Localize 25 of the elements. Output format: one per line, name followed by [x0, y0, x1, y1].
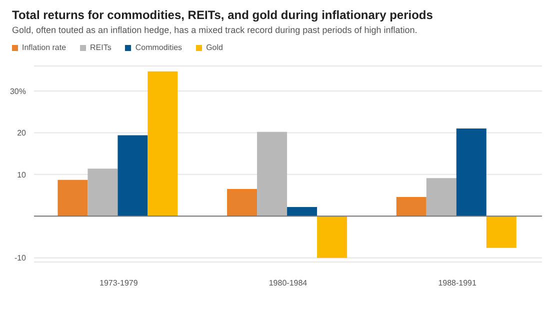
bar	[456, 128, 486, 216]
x-tick-label: 1973-1979	[100, 278, 138, 288]
y-tick-label: 10	[17, 170, 27, 180]
bar	[396, 196, 426, 216]
legend-label: Commodities	[135, 43, 182, 52]
chart-subtitle: Gold, often touted as an inflation hedge, has a mixed track record during past periods of high inflation.	[12, 25, 418, 35]
bar	[317, 216, 348, 258]
chart-title: Total returns for commodities, REITs, and gold during inflationary periods	[12, 8, 434, 22]
bar	[486, 216, 516, 248]
bar	[58, 180, 88, 216]
y-tick-label: 30%	[10, 86, 26, 96]
y-tick-label: -10	[14, 254, 27, 263]
bar	[148, 71, 178, 216]
bar	[88, 168, 118, 216]
bar	[118, 135, 148, 216]
y-tick-label: 20	[17, 128, 27, 138]
legend-label: REITs	[90, 43, 112, 52]
bar	[227, 189, 258, 216]
bar	[426, 178, 456, 216]
bar	[287, 206, 318, 216]
bar	[257, 132, 288, 216]
x-tick-label: 1980-1984	[268, 278, 308, 288]
legend-label: Gold	[206, 43, 223, 52]
legend-label: Inflation rate	[22, 43, 66, 52]
x-tick-label: 1988-1991	[438, 278, 478, 288]
